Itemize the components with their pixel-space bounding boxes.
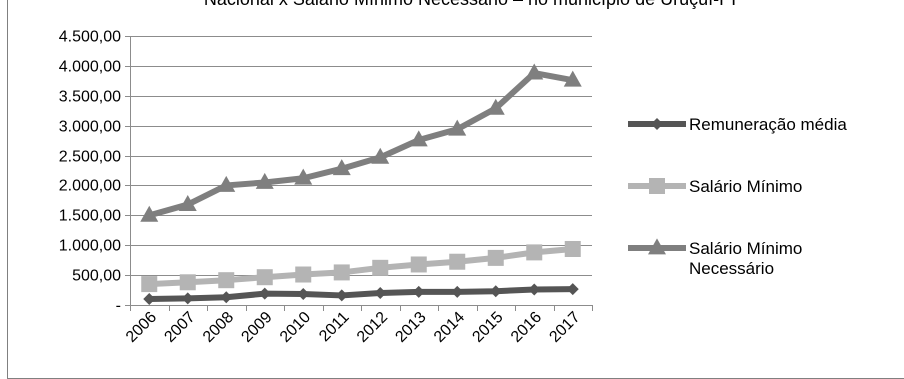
data-point — [178, 194, 197, 211]
x-tick-label: 2013 — [392, 309, 429, 346]
y-tick-label: 1.500,00 — [59, 208, 121, 225]
y-tick-label: 2.000,00 — [59, 178, 121, 195]
y-tick-label: 500,00 — [72, 268, 121, 285]
data-point — [141, 276, 158, 293]
data-point — [295, 266, 312, 283]
x-tick-label: 2010 — [277, 309, 314, 346]
data-point — [218, 272, 235, 289]
series-2 — [140, 63, 582, 222]
y-tick-label: 4.500,00 — [59, 29, 121, 46]
data-point — [333, 264, 350, 281]
data-point — [335, 289, 348, 302]
data-point — [143, 293, 156, 306]
data-point — [140, 205, 159, 222]
series-0 — [143, 283, 579, 306]
y-tick-label: 1.000,00 — [59, 238, 121, 255]
x-tick-label: 2017 — [546, 309, 583, 346]
legend-label: Remuneração média — [689, 115, 847, 134]
data-point — [371, 147, 390, 164]
x-tick-label: 2007 — [161, 309, 198, 346]
x-tick-label: 2015 — [469, 309, 506, 346]
x-tick-label: 2014 — [431, 309, 468, 346]
x-tick-label: 2016 — [508, 309, 545, 346]
data-point — [451, 285, 464, 298]
y-tick-label: 2.500,00 — [59, 149, 121, 166]
axes — [125, 36, 593, 311]
plot-area — [140, 63, 582, 306]
x-tick-label: 2009 — [238, 309, 275, 346]
x-tick-label: 2011 — [316, 309, 352, 345]
legend-item: Salário Mínimo — [628, 177, 802, 196]
data-point — [525, 63, 544, 80]
series-line — [149, 245, 574, 288]
legend-item: Remuneração média — [628, 115, 847, 134]
y-tick-label: 4.000,00 — [59, 59, 121, 76]
data-point — [372, 259, 389, 276]
x-axis-tick-labels: 2006 2007 2008 2009 2010 2011 2012 2013 2014 2015… — [123, 309, 584, 346]
data-point — [566, 283, 579, 296]
data-point — [217, 175, 236, 192]
y-tick-label: 3.000,00 — [59, 119, 121, 136]
y-tick-label: - — [116, 298, 121, 315]
legend-label: Salário Mínimo — [689, 177, 802, 196]
x-tick-label: 2012 — [354, 309, 391, 346]
data-point — [181, 292, 194, 305]
data-point — [409, 130, 428, 147]
data-point — [449, 253, 466, 270]
data-point — [258, 287, 271, 300]
data-point — [220, 291, 233, 304]
data-point — [487, 249, 504, 266]
data-point — [256, 269, 273, 286]
data-point — [528, 283, 541, 296]
chart-title: Nacional x Salário Mínimo Necessário – n… — [204, 0, 736, 9]
legend-marker — [648, 238, 666, 255]
data-point — [374, 287, 387, 300]
legend-label: Salário Mínimo — [689, 239, 802, 258]
data-point — [448, 119, 467, 136]
data-point — [563, 70, 582, 87]
data-point — [297, 287, 310, 300]
data-point — [486, 98, 505, 115]
x-tick-label: 2008 — [200, 309, 237, 346]
data-point — [255, 172, 274, 189]
legend-marker — [651, 118, 663, 130]
y-tick-label: 3.500,00 — [59, 89, 121, 106]
data-point — [179, 274, 196, 291]
data-point — [294, 168, 313, 185]
data-point — [526, 244, 543, 261]
x-tick-label: 2006 — [123, 309, 160, 346]
legend-label: Necessário — [689, 259, 774, 278]
series-line — [149, 286, 573, 303]
legend-marker — [649, 178, 665, 194]
gridlines — [130, 36, 592, 276]
data-point — [410, 256, 427, 273]
y-axis-tick-labels: - 500,00 1.000,00 1.500,00 2.000,00 2.500,00 3… — [59, 29, 121, 315]
data-point — [332, 159, 351, 176]
data-point — [489, 285, 502, 298]
data-point — [412, 285, 425, 298]
data-point — [564, 240, 581, 257]
series-1 — [141, 240, 581, 293]
series-line — [148, 70, 574, 219]
